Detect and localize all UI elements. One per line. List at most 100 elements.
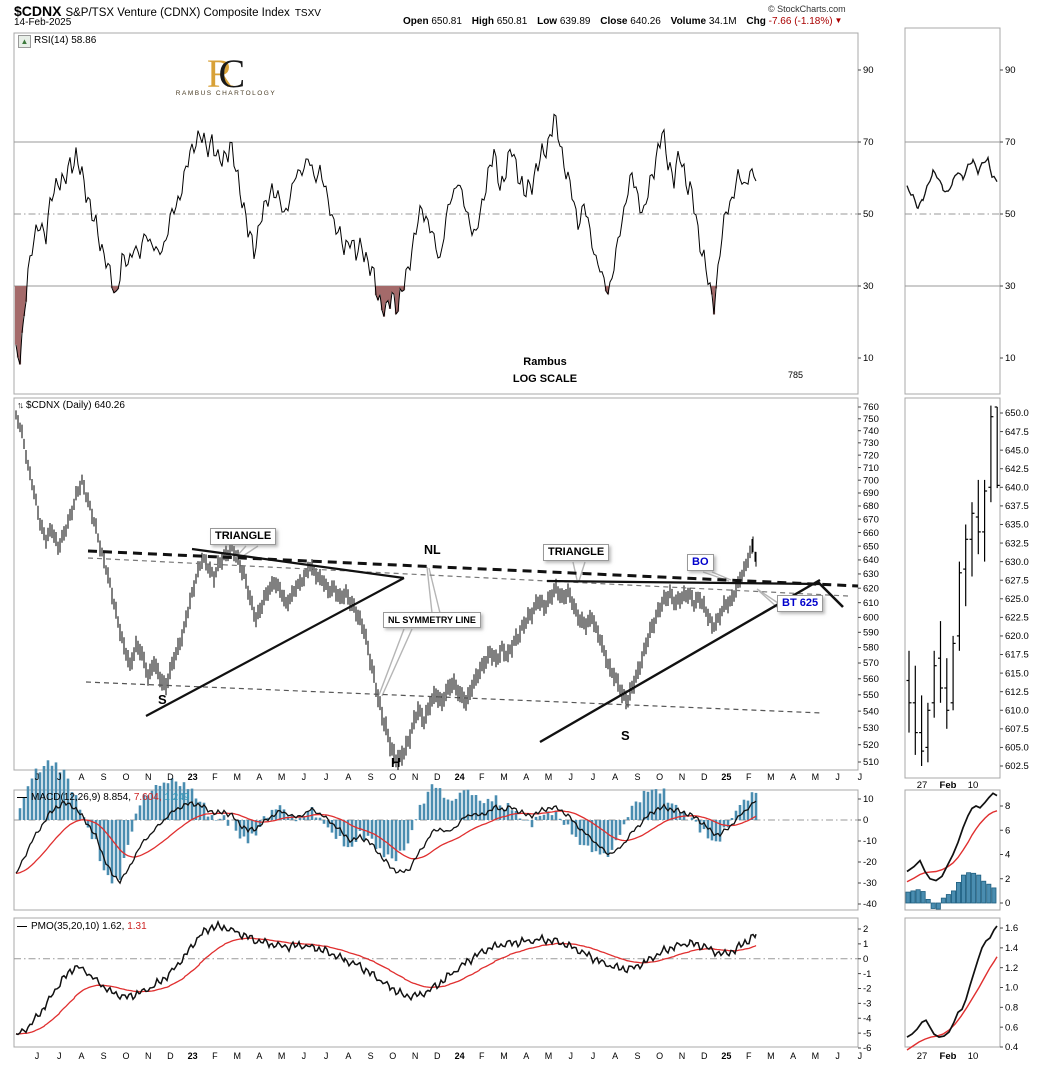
macd-value-1: 8.854, — [103, 792, 132, 803]
month-label: J — [835, 772, 840, 782]
logo-letter-r: R — [206, 51, 234, 96]
axis-tick-label: 620 — [863, 583, 879, 594]
axis-tick-label: 600 — [863, 613, 879, 624]
axis-tick-label: 540 — [863, 706, 879, 717]
rsi-label-text: RSI(14) 58.86 — [34, 35, 97, 46]
month-label: A — [256, 772, 263, 782]
updown-arrows-icon: ↑↓ — [17, 400, 24, 410]
axis-tick-label: 6 — [1005, 825, 1010, 836]
axis-tick-label: 90 — [863, 65, 874, 76]
inset-date-label: 27 — [916, 1051, 928, 1062]
rambus-chartology-logo: RC RAMBUS CHARTOLOGY — [166, 50, 286, 97]
axis-tick-label: 720 — [863, 450, 879, 461]
month-label: N — [411, 772, 419, 782]
macd-value-2: 7.604, — [133, 792, 162, 803]
chg-label: Chg — [746, 16, 766, 27]
month-label: F — [212, 1051, 218, 1061]
axis-tick-label: 750 — [863, 414, 879, 425]
volume-label: Volume — [670, 16, 707, 27]
panel-price-inset: 650.0 647.5 645.0 642.5 640.0 637.5 635.0 632.5… — [904, 397, 1029, 779]
month-label: D — [167, 772, 174, 782]
month-label: D — [167, 1051, 174, 1061]
axis-tick-label: 607.5 — [1005, 724, 1029, 735]
month-label: S — [634, 1051, 641, 1061]
low-value: 639.89 — [559, 16, 591, 27]
month-label: M — [811, 1051, 820, 1061]
axis-tick-label: 640 — [863, 555, 879, 566]
axis-tick-label: 637.5 — [1005, 501, 1029, 512]
month-label: M — [233, 772, 241, 782]
axis-tick-label: 0.6 — [1005, 1022, 1018, 1033]
right-shoulder-label: S — [621, 728, 630, 743]
month-label: 25 — [721, 1051, 732, 1061]
panel-pmo-main: 2 1 0 -1 -2 -3 -4 -5 -6 — [13, 917, 871, 1054]
panel-rsi-main: 90 70 50 30 10 — [13, 32, 874, 395]
month-label: M — [767, 1051, 775, 1061]
month-label: A — [523, 1051, 530, 1061]
month-label: M — [811, 772, 820, 782]
axis-tick-label: 90 — [1005, 65, 1016, 76]
month-label: 23 — [187, 772, 198, 782]
month-label: A — [790, 1051, 797, 1061]
backtest-callout: BT 625 — [777, 595, 824, 612]
axis-tick-label: 615.0 — [1005, 668, 1029, 679]
axis-tick-label: -30 — [863, 878, 877, 889]
month-label: S — [367, 772, 374, 782]
axis-tick-label: 590 — [863, 628, 879, 639]
close-value: 640.26 — [630, 16, 661, 27]
axis-tick-label: 630 — [863, 569, 879, 580]
axis-tick-label: 10 — [863, 794, 874, 805]
inset-date-label: 27 — [916, 780, 928, 791]
nl-symmetry-line-callout: NL SYMMETRY LINE — [383, 612, 481, 628]
axis-tick-label: 612.5 — [1005, 687, 1029, 698]
month-label: O — [389, 772, 397, 782]
axis-tick-label: 1.6 — [1005, 923, 1018, 934]
macd-panel-label: — MACD(12,26,9) 8.854, 7.604, 1.249 — [17, 792, 189, 803]
price-label-text: $CDNX (Daily) 640.26 — [26, 400, 125, 411]
low-label: Low — [537, 16, 558, 27]
axis-tick-label: 730 — [863, 438, 879, 449]
axis-tick-label: 635.0 — [1005, 520, 1029, 531]
axis-tick-label: 632.5 — [1005, 538, 1029, 549]
axis-tick-label: -20 — [863, 857, 877, 868]
month-label: S — [367, 1051, 374, 1061]
axis-tick-label: 625.0 — [1005, 594, 1029, 605]
axis-tick-label: 617.5 — [1005, 650, 1029, 661]
axis-tick-label: 550 — [863, 690, 879, 701]
month-label: O — [656, 772, 664, 782]
month-label: D — [700, 1051, 708, 1061]
month-label: A — [78, 772, 85, 782]
axis-tick-label: 620.0 — [1005, 631, 1029, 642]
month-label: D — [434, 772, 441, 782]
close-label: Close — [600, 16, 628, 27]
quote-line: Open 650.81 High 650.81 Low 639.89 Close… — [396, 16, 842, 27]
axis-tick-label: 1.4 — [1005, 943, 1018, 954]
high-value: 650.81 — [496, 16, 528, 27]
axis-tick-label: 1.2 — [1005, 963, 1018, 974]
month-label: D — [434, 1051, 441, 1061]
axis-tick-label: -1 — [863, 969, 871, 980]
month-label: O — [122, 1051, 130, 1061]
axis-tick-label: 0 — [1005, 898, 1010, 909]
month-label: J — [301, 772, 307, 782]
axis-tick-label: 2 — [863, 924, 868, 935]
volume-value: 34.1M — [708, 16, 737, 27]
axis-tick-label: 610.0 — [1005, 705, 1029, 716]
axis-tick-label: 520 — [863, 740, 879, 751]
month-label: J — [590, 1051, 596, 1061]
macd-value-3: 1.249 — [164, 792, 190, 803]
axis-tick-label: 10 — [1005, 353, 1016, 364]
axis-tick-label: 605.0 — [1005, 743, 1029, 754]
inset-date-label: Feb — [939, 780, 957, 791]
month-label: J — [301, 1051, 307, 1061]
month-label: O — [389, 1051, 397, 1061]
month-label: 24 — [454, 772, 465, 782]
symbol: $CDNX — [14, 3, 62, 19]
chart-date: 14-Feb-2025 — [14, 17, 72, 28]
axis-tick-label: -6 — [863, 1043, 871, 1054]
axis-tick-label: 560 — [863, 674, 879, 685]
axis-tick-label: 530 — [863, 723, 879, 734]
axis-tick-label: 30 — [863, 281, 874, 292]
month-label: F — [212, 772, 218, 782]
